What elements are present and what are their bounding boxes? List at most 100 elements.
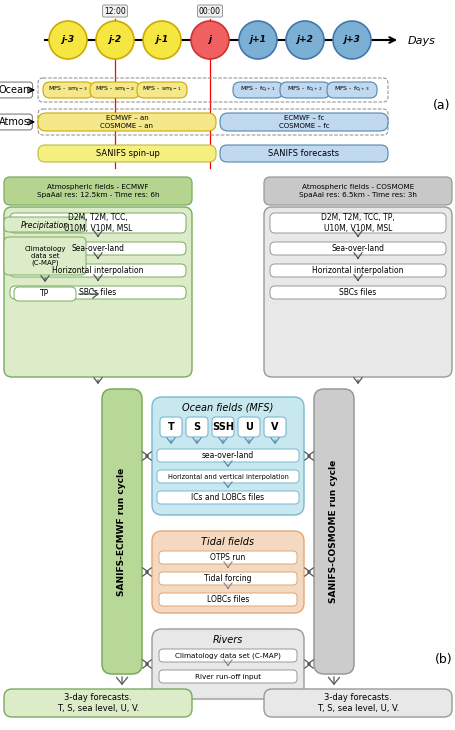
FancyBboxPatch shape [263,207,451,377]
FancyBboxPatch shape [269,264,445,277]
Text: (b): (b) [435,653,452,666]
Text: Ocean: Ocean [0,85,30,95]
FancyBboxPatch shape [313,389,353,674]
FancyBboxPatch shape [4,207,192,377]
Text: ECMWF – an
COSMOME – an: ECMWF – an COSMOME – an [100,115,153,128]
FancyBboxPatch shape [219,145,387,162]
FancyBboxPatch shape [38,145,216,162]
Circle shape [49,21,87,59]
FancyBboxPatch shape [102,389,142,674]
FancyBboxPatch shape [10,213,186,233]
Text: SBCs files: SBCs files [339,288,376,297]
FancyBboxPatch shape [152,397,303,515]
Text: Horizontal interpolation: Horizontal interpolation [312,266,403,275]
FancyBboxPatch shape [152,629,303,699]
Text: U: U [244,422,253,432]
Text: MFS - sm$_{j-1}$: MFS - sm$_{j-1}$ [142,85,182,95]
Text: D2M, T2M, TCC,
U10M, V10M, MSL: D2M, T2M, TCC, U10M, V10M, MSL [64,213,132,233]
Text: j+2: j+2 [296,36,313,45]
Circle shape [285,21,324,59]
Text: Climatology
data set
(C-MAP): Climatology data set (C-MAP) [24,246,66,266]
FancyBboxPatch shape [4,689,192,717]
FancyBboxPatch shape [263,689,451,717]
FancyBboxPatch shape [10,286,186,299]
Text: Sea-over-land: Sea-over-land [331,244,384,253]
FancyBboxPatch shape [279,82,329,98]
FancyBboxPatch shape [326,82,376,98]
FancyBboxPatch shape [159,593,296,606]
Text: MFS - fc$_{j+2}$: MFS - fc$_{j+2}$ [287,85,322,95]
FancyBboxPatch shape [43,82,93,98]
Text: Horizontal and vertical interpolation: Horizontal and vertical interpolation [167,474,288,480]
Text: OTPS run: OTPS run [210,553,245,562]
Text: (a): (a) [431,99,449,112]
FancyBboxPatch shape [159,572,296,585]
FancyBboxPatch shape [269,286,445,299]
Text: Days: Days [407,36,435,46]
FancyBboxPatch shape [263,417,285,437]
FancyBboxPatch shape [14,287,76,301]
FancyBboxPatch shape [159,649,296,662]
Text: LOBCs files: LOBCs files [207,595,248,604]
FancyBboxPatch shape [186,417,207,437]
Text: Tidal forcing: Tidal forcing [204,574,251,583]
FancyBboxPatch shape [159,551,296,564]
Text: Atmospheric fields - ECMWF
SpaAal res: 12.5km - Time res: 6h: Atmospheric fields - ECMWF SpaAal res: 1… [37,185,159,198]
Text: j+1: j+1 [249,36,266,45]
Text: Tidal fields: Tidal fields [201,537,254,547]
FancyBboxPatch shape [159,670,296,683]
Text: j-3: j-3 [61,36,75,45]
Text: D2M, T2M, TCC, TP,
U10M, V10M, MSL: D2M, T2M, TCC, TP, U10M, V10M, MSL [320,213,394,233]
Text: Precipitation: Precipitation [21,220,69,229]
Text: ECMWF – fc
COSMOME – fc: ECMWF – fc COSMOME – fc [278,115,329,128]
Text: Sea-over-land: Sea-over-land [71,244,124,253]
FancyBboxPatch shape [152,531,303,613]
Text: Rivers: Rivers [212,635,243,645]
Text: j-1: j-1 [155,36,168,45]
Text: SSH: SSH [212,422,233,432]
FancyBboxPatch shape [212,417,233,437]
Text: MFS - fc$_{j+3}$: MFS - fc$_{j+3}$ [334,85,369,95]
Circle shape [96,21,134,59]
Text: Atmospheric fields - COSMOME
SpaAal res: 6.5km - Time res: 3h: Atmospheric fields - COSMOME SpaAal res:… [298,185,416,198]
Text: j: j [208,36,211,45]
FancyBboxPatch shape [219,113,387,131]
Text: sea-over-land: sea-over-land [202,451,253,460]
Text: TP: TP [40,290,50,299]
FancyBboxPatch shape [160,417,182,437]
FancyBboxPatch shape [4,217,86,232]
Text: SANIFS spin-up: SANIFS spin-up [96,148,160,158]
Text: SANIFS forecasts: SANIFS forecasts [268,148,339,158]
Text: MFS - sm$_{j-2}$: MFS - sm$_{j-2}$ [95,85,135,95]
Text: Ocean fields (MFS): Ocean fields (MFS) [182,403,273,413]
FancyBboxPatch shape [269,213,445,233]
Text: SANIFS-ECMWF run cycle: SANIFS-ECMWF run cycle [117,467,126,596]
Text: SANIFS-COSMOME run cycle: SANIFS-COSMOME run cycle [329,460,338,603]
FancyBboxPatch shape [157,449,298,462]
FancyBboxPatch shape [4,177,192,205]
Text: Climatology data set (C-MAP): Climatology data set (C-MAP) [175,652,280,658]
Text: Horizontal interpolation: Horizontal interpolation [52,266,143,275]
FancyBboxPatch shape [157,470,298,483]
FancyBboxPatch shape [38,113,216,131]
Text: MFS - fc$_{j+1}$: MFS - fc$_{j+1}$ [239,85,275,95]
FancyBboxPatch shape [10,264,186,277]
Text: j-2: j-2 [108,36,121,45]
Text: j+3: j+3 [343,36,359,45]
FancyBboxPatch shape [136,82,187,98]
Text: S: S [193,422,200,432]
Text: 00:00: 00:00 [198,7,221,15]
Text: River run-off input: River run-off input [194,674,261,680]
Circle shape [143,21,181,59]
Text: T: T [167,422,174,432]
FancyBboxPatch shape [157,491,298,504]
FancyBboxPatch shape [90,82,140,98]
Text: V: V [271,422,278,432]
Text: MFS - sm$_{j-3}$: MFS - sm$_{j-3}$ [48,85,87,95]
Text: ICs and LOBCs files: ICs and LOBCs files [191,493,264,502]
FancyBboxPatch shape [238,417,259,437]
FancyBboxPatch shape [10,242,186,255]
Circle shape [238,21,276,59]
Circle shape [332,21,370,59]
FancyBboxPatch shape [263,177,451,205]
